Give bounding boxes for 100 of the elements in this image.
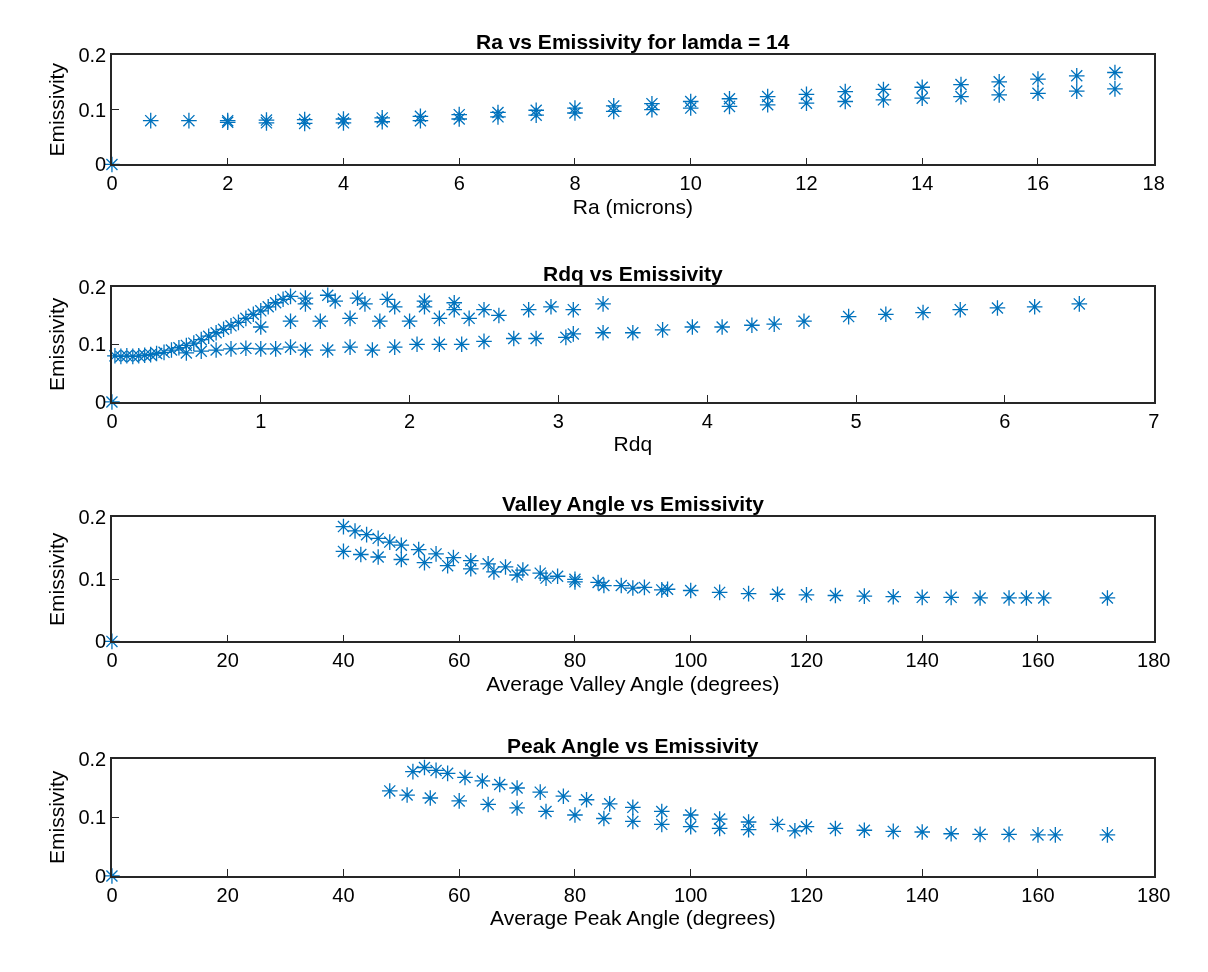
point [392,551,410,568]
point [416,759,433,776]
chart-title: Peak Angle vs Emissivity [507,734,759,757]
point [913,823,931,841]
y-tick-label: 0.2 [78,506,107,529]
point [410,541,428,558]
x-axis-title: Average Peak Angle (degrees) [490,906,776,930]
x-tick-label: 4 [701,409,713,432]
y-tick-label: 0 [95,153,107,176]
x-tick-label: 10 [679,172,702,195]
point [740,821,758,839]
point [942,588,960,606]
x-tick-label: 18 [1142,172,1165,195]
point [769,585,786,603]
point [427,761,445,779]
x-tick-label: 80 [563,883,587,906]
point [711,583,729,601]
point [711,810,729,828]
point [491,776,509,793]
point [653,803,671,820]
point [508,779,526,797]
point [566,104,584,122]
x-tick-label: 2 [404,409,416,432]
point [759,96,777,114]
x-axis-title: Average Valley Angle (degrees) [486,671,780,695]
point [404,763,422,781]
point [682,93,700,110]
point [1000,589,1018,607]
y-tick-label: 0.2 [78,43,107,66]
x-tick-label: 2 [222,172,234,195]
point [508,799,526,817]
point [682,582,700,599]
point [527,106,545,124]
point [874,91,892,109]
x-tick-label: 80 [563,649,587,672]
point [836,93,854,110]
point [537,803,555,820]
point [358,526,376,544]
point [381,533,399,551]
x-axis-title: Ra (microns) [572,194,693,218]
x-tick-label: 100 [674,649,708,672]
y-tick-label: 0 [95,390,107,413]
point [769,815,786,833]
point [971,589,989,607]
point [1017,589,1035,607]
point [381,782,399,800]
point [392,536,410,554]
point [913,89,931,107]
point [508,566,526,584]
point [180,112,198,130]
point [1106,64,1124,81]
point [1029,826,1047,844]
y-tick-label: 0.1 [78,568,107,591]
point [411,112,429,130]
x-tick-label: 6 [453,172,465,195]
x-tick-label: 12 [795,172,818,195]
point [566,806,584,824]
y-tick-label: 0.1 [78,98,107,121]
x-tick-label: 16 [1026,172,1050,195]
point [456,769,474,786]
point [1098,826,1116,844]
point [952,88,970,106]
point [682,806,700,824]
point [1035,589,1053,607]
point [439,764,457,782]
point [427,545,445,563]
x-tick-label: 14 [911,172,934,195]
point [1068,67,1086,85]
point [335,110,352,128]
point [335,518,352,536]
point [473,772,491,790]
x-tick-label: 7 [1148,409,1160,432]
y-tick-label: 0.2 [78,275,107,298]
point [798,586,815,604]
point [1029,70,1047,88]
x-tick-label: 20 [216,649,239,672]
y-axis-title: Emissivity [45,297,69,391]
x-tick-label: 60 [448,649,471,672]
x-tick-label: 3 [552,409,564,432]
x-tick-label: 100 [674,883,708,906]
point [398,786,416,804]
point [489,104,507,121]
point [971,825,989,843]
point [952,76,970,93]
x-axis-title: Rdq [613,432,653,456]
point [884,822,902,840]
point [1000,825,1018,843]
point [352,546,370,563]
x-tick-label: 40 [332,883,355,906]
point [373,113,391,131]
x-tick-label: 180 [1137,883,1171,906]
point [554,787,572,805]
point [612,577,630,594]
point [1106,80,1124,98]
x-tick-label: 8 [569,172,581,195]
point [578,791,595,809]
point [595,810,613,827]
point [411,107,429,125]
point [335,542,352,560]
x-tick-label: 60 [448,883,471,906]
